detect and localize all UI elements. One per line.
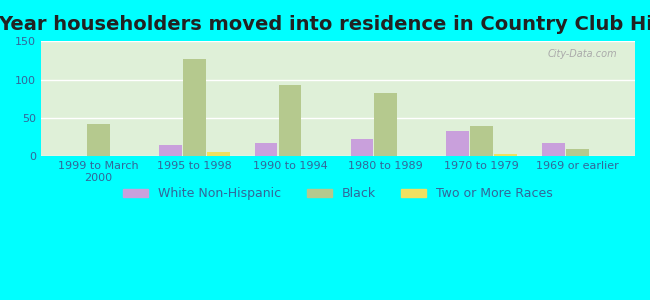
Text: City-Data.com: City-Data.com [547, 49, 618, 59]
Bar [183, 59, 205, 156]
Legend: White Non-Hispanic, Black, Two or More Races: White Non-Hispanic, Black, Two or More R… [118, 182, 558, 206]
Bar [207, 152, 229, 156]
Bar [566, 149, 589, 156]
Bar [350, 140, 373, 156]
Bar [279, 85, 302, 156]
Bar [494, 154, 517, 156]
Bar [542, 143, 565, 156]
Title: Year householders moved into residence in Country Club Hills: Year householders moved into residence i… [0, 15, 650, 34]
Bar [159, 145, 181, 156]
Bar [87, 124, 110, 156]
Bar [471, 126, 493, 156]
Bar [255, 142, 278, 156]
Bar [374, 93, 397, 156]
Bar [447, 131, 469, 156]
